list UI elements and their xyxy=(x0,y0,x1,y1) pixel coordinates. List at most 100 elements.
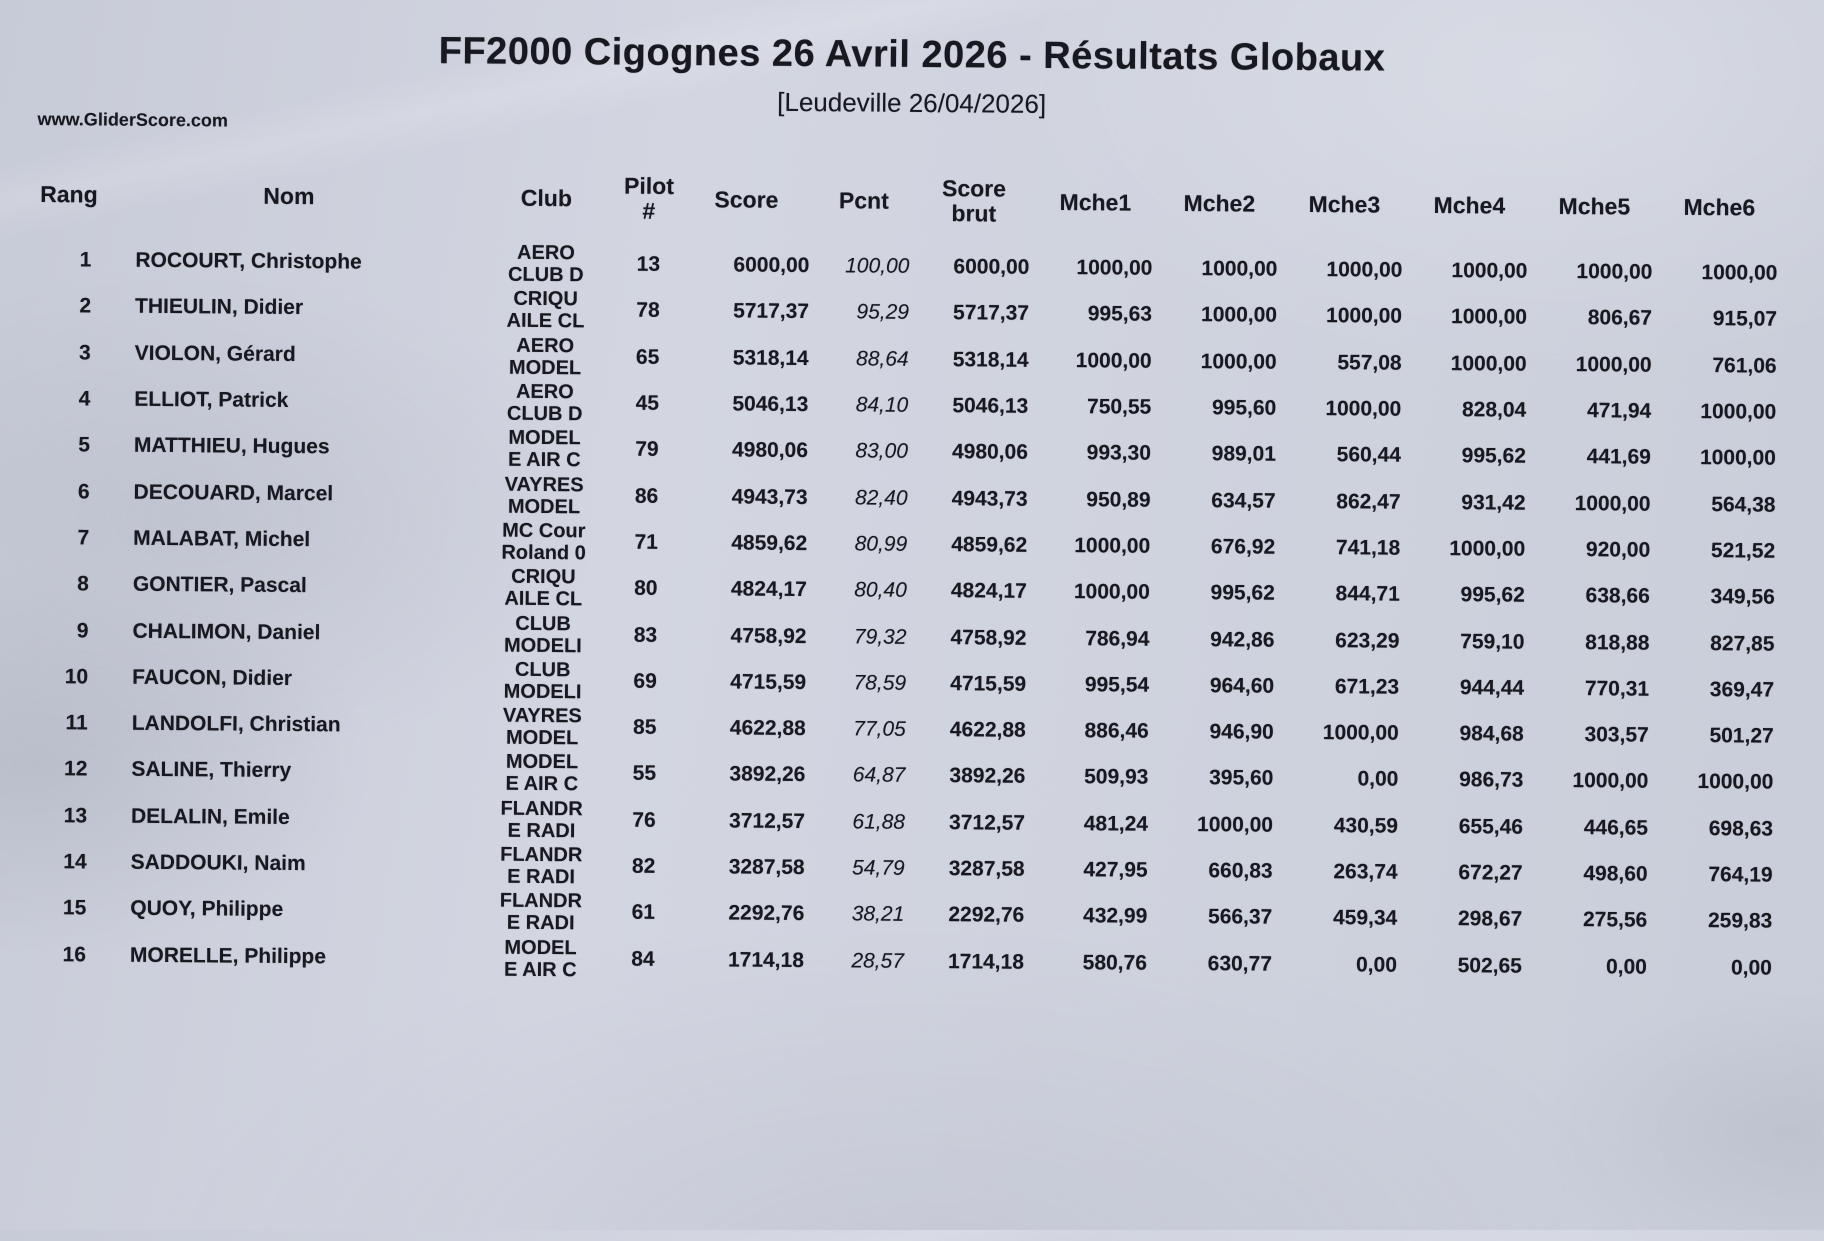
cell-club: FLANDR E RADI xyxy=(468,890,613,935)
cell-m2: 989,01 xyxy=(1211,442,1277,467)
cell-club-line1: VAYRES xyxy=(504,473,584,496)
cell-club: AERO CLUB D xyxy=(472,380,617,426)
cell-pcnt: 84,10 xyxy=(855,393,909,417)
cell-club-line2: MODELI xyxy=(503,634,582,657)
cell-nom: THIEULIN, Didier xyxy=(134,295,304,320)
cell-rang: 12 xyxy=(63,757,88,781)
cell-nom: GONTIER, Pascal xyxy=(132,572,307,598)
cell-pcnt: 78,59 xyxy=(853,671,907,695)
cell-nom: LANDOLFI, Christian xyxy=(131,711,341,737)
gliderscore-url: www.GliderScore.com xyxy=(37,108,228,131)
cell-nom: FAUCON, Didier xyxy=(132,665,293,690)
cell-rang: 3 xyxy=(78,341,91,365)
col-header-mche5: Mche5 xyxy=(1558,192,1631,220)
col-header-score: Score xyxy=(714,185,779,213)
cell-pilot: 83 xyxy=(633,623,658,647)
cell-m6: 1000,00 xyxy=(1699,446,1777,470)
cell-m4: 759,10 xyxy=(1460,629,1525,654)
cell-club-line2: E AIR C xyxy=(503,958,577,981)
cell-brut: 4943,73 xyxy=(951,486,1028,511)
page-subtitle: [Leudeville 26/04/2026] xyxy=(777,86,1047,119)
cell-m1: 580,76 xyxy=(1082,950,1148,975)
cell-pilot: 69 xyxy=(633,669,657,693)
cell-score: 4980,06 xyxy=(731,438,809,463)
cell-pilot: 65 xyxy=(635,345,660,369)
cell-m5: 1000,00 xyxy=(1575,352,1652,377)
cell-pcnt: 80,99 xyxy=(854,532,908,556)
cell-m1: 1000,00 xyxy=(1074,534,1151,558)
cell-m3: 623,29 xyxy=(1335,628,1400,653)
cell-score: 3712,57 xyxy=(729,809,806,833)
cell-m6: 369,47 xyxy=(1709,677,1775,702)
cell-rang: 8 xyxy=(77,572,89,596)
cell-brut: 4980,06 xyxy=(951,440,1029,465)
cell-m4: 655,46 xyxy=(1458,814,1524,839)
cell-rang: 13 xyxy=(63,803,88,828)
cell-m6: 259,83 xyxy=(1707,909,1773,933)
cell-club: CRIQU AILE CL xyxy=(473,288,618,333)
cell-m3: 1000,00 xyxy=(1325,397,1402,421)
cell-m1: 995,54 xyxy=(1084,673,1150,697)
cell-score: 4943,73 xyxy=(731,485,808,509)
cell-club-line1: CLUB xyxy=(514,658,571,682)
cell-m2: 1000,00 xyxy=(1197,812,1274,837)
cell-m4: 931,42 xyxy=(1461,490,1526,515)
cell-m4: 1000,00 xyxy=(1451,305,1528,330)
cell-m1: 1000,00 xyxy=(1075,348,1152,373)
cell-club-line1: FLANDR xyxy=(499,889,583,913)
cell-m3: 0,00 xyxy=(1357,767,1399,792)
cell-m1: 750,55 xyxy=(1086,395,1152,419)
cell-score: 5046,13 xyxy=(732,392,809,417)
cell-club-line2: AILE CL xyxy=(504,587,583,611)
col-header-score-brut: Score brut xyxy=(914,175,1034,227)
cell-m6: 764,19 xyxy=(1708,863,1773,887)
cell-m5: 818,88 xyxy=(1585,630,1650,655)
col-header-brut-line1: Score xyxy=(941,175,1007,202)
cell-pilot: 71 xyxy=(634,530,658,554)
col-header-pilot: Pilot # xyxy=(619,173,679,224)
cell-club-line1: CRIQU xyxy=(513,288,578,311)
cell-m5: 638,66 xyxy=(1585,584,1650,608)
cell-m1: 995,63 xyxy=(1087,302,1153,327)
cell-pcnt: 61,88 xyxy=(852,810,906,834)
cell-pcnt: 88,64 xyxy=(856,347,909,371)
cell-score: 3892,26 xyxy=(729,762,806,787)
cell-brut: 4824,17 xyxy=(950,579,1027,604)
cell-m6: 501,27 xyxy=(1709,724,1774,748)
cell-club: CLUB MODELI xyxy=(470,658,615,704)
cell-brut: 1714,18 xyxy=(947,949,1025,974)
cell-nom: VIOLON, Gérard xyxy=(134,341,296,366)
cell-m3: 1000,00 xyxy=(1326,304,1403,329)
cell-rang: 6 xyxy=(77,479,90,504)
cell-m3: 557,08 xyxy=(1337,350,1402,375)
cell-m6: 915,07 xyxy=(1712,307,1778,332)
results-table: 1 ROCOURT, Christophe AERO CLUB D 13 6000,00 1… xyxy=(0,237,1823,992)
cell-m5: 806,67 xyxy=(1587,306,1653,331)
cell-brut: 4859,62 xyxy=(951,533,1028,557)
cell-m2: 634,57 xyxy=(1211,488,1276,513)
cell-club: CLUB MODELI xyxy=(470,612,615,657)
cell-m2: 1000,00 xyxy=(1200,349,1277,374)
cell-rang: 9 xyxy=(76,618,89,642)
cell-rang: 14 xyxy=(63,850,87,874)
cell-club-line1: AERO xyxy=(516,334,575,357)
cell-m4: 298,67 xyxy=(1457,907,1523,931)
cell-m2: 660,83 xyxy=(1208,859,1273,883)
cell-pilot: 45 xyxy=(635,391,660,415)
cell-pcnt: 83,00 xyxy=(855,439,909,464)
cell-m3: 671,23 xyxy=(1334,675,1400,699)
cell-m4: 1000,00 xyxy=(1451,259,1528,283)
cell-pilot: 85 xyxy=(632,715,657,739)
cell-nom: MORELLE, Philippe xyxy=(129,943,327,968)
cell-club: AERO CLUB D xyxy=(473,242,618,287)
cell-m1: 427,95 xyxy=(1083,858,1148,882)
cell-m1: 786,94 xyxy=(1085,626,1150,651)
cell-score: 4622,88 xyxy=(729,716,806,741)
cell-m2: 566,37 xyxy=(1207,905,1273,930)
cell-brut: 5046,13 xyxy=(952,394,1029,418)
cell-m6: 349,56 xyxy=(1710,585,1775,609)
cell-m5: 498,60 xyxy=(1583,862,1648,886)
cell-nom: SALINE, Thierry xyxy=(131,758,292,783)
cell-brut: 2292,76 xyxy=(948,903,1025,928)
cell-club-line1: CLUB xyxy=(515,612,571,635)
